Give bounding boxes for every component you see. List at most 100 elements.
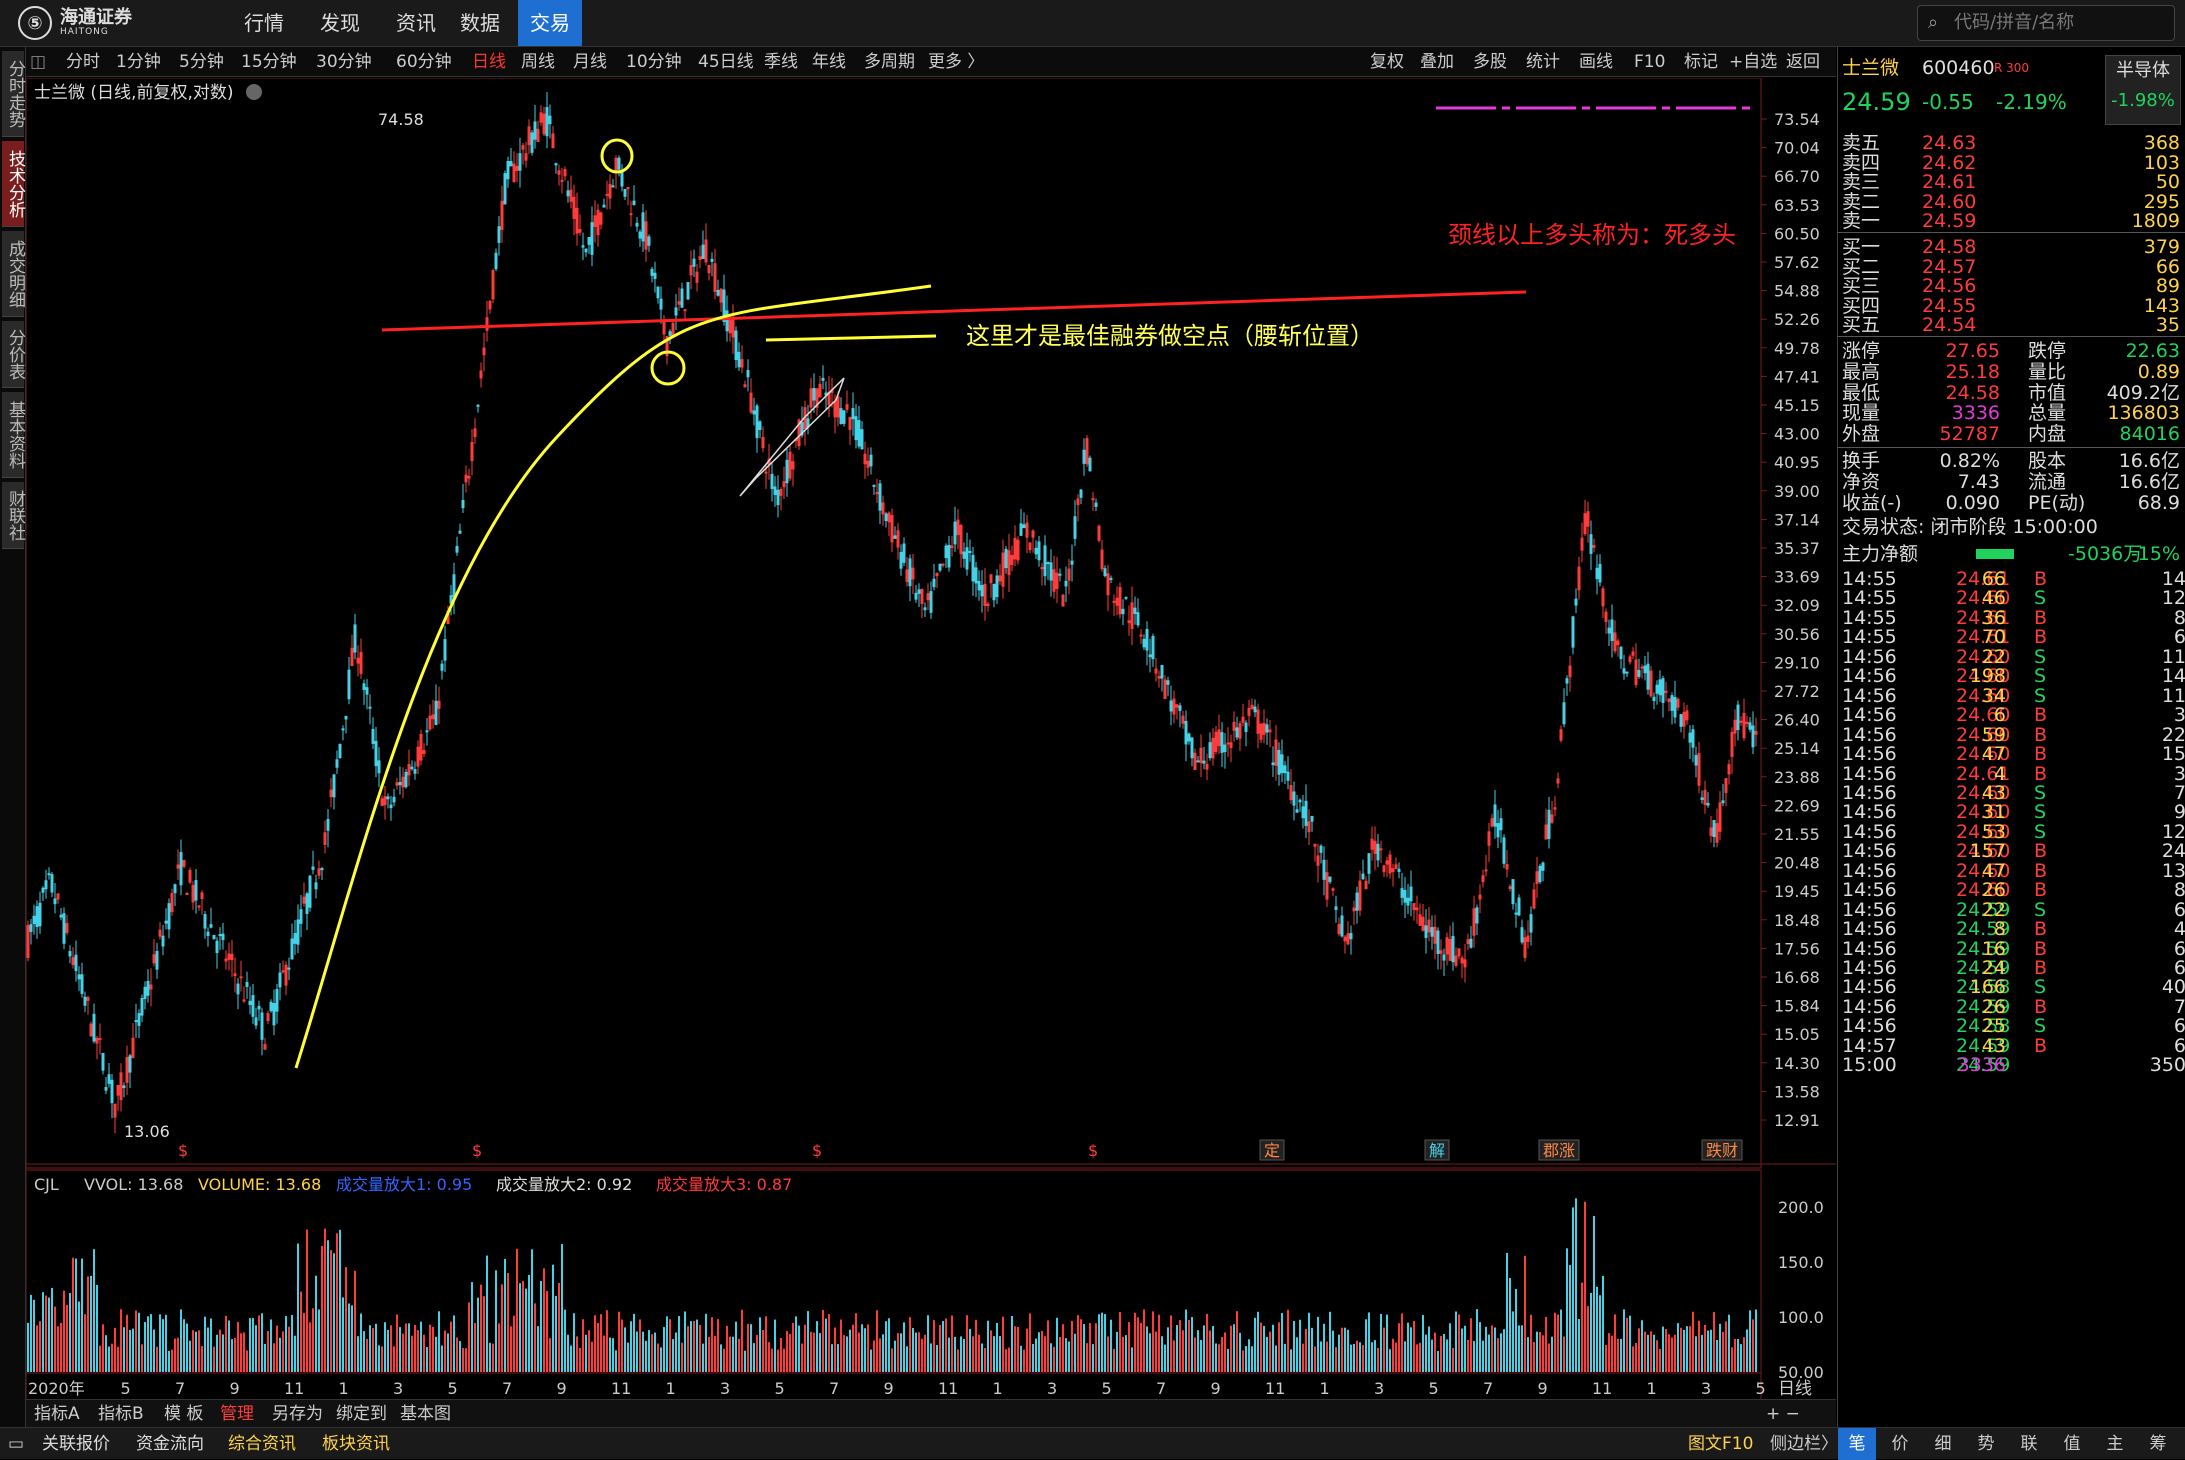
tool-4[interactable]: 画线 <box>1579 52 1613 72</box>
indicator-tab-1[interactable]: 指标B <box>98 1404 144 1424</box>
side-tab-1[interactable]: 技术分析 <box>2 141 25 227</box>
tool-5[interactable]: F10 <box>1634 52 1666 72</box>
candle-body <box>1103 568 1107 577</box>
side-tab-0[interactable]: 分时走势 <box>2 51 25 137</box>
period-10[interactable]: 45日线 <box>698 52 754 72</box>
period-1[interactable]: 1分钟 <box>116 52 161 72</box>
candle-body <box>929 591 933 613</box>
tool-6[interactable]: 标记 <box>1684 52 1718 72</box>
candle-body <box>350 647 354 667</box>
tool-1[interactable]: 叠加 <box>1420 52 1454 72</box>
candle-body <box>119 1072 123 1101</box>
tool-0[interactable]: 复权 <box>1370 52 1404 72</box>
period-13[interactable]: 多周期 <box>864 52 915 72</box>
candle-body <box>1511 879 1515 905</box>
candle-body <box>1451 935 1455 963</box>
ask-price: 24.63 <box>1922 132 1977 154</box>
quote-tab-5[interactable]: 值 <box>2063 1434 2081 1454</box>
quote-tab-7[interactable]: 筹 <box>2149 1434 2167 1454</box>
volume-bar <box>705 1313 707 1372</box>
period-3[interactable]: 15分钟 <box>241 52 297 72</box>
nav-3[interactable]: 数据 <box>460 11 500 35</box>
period-8[interactable]: 月线 <box>573 52 607 72</box>
period-2[interactable]: 5分钟 <box>179 52 224 72</box>
period-0[interactable]: 分时 <box>66 52 100 72</box>
broker-logo[interactable]: ⑤ 海通证券 HAITONG <box>18 6 132 40</box>
period-6[interactable]: 日线 <box>472 52 506 72</box>
candle-body <box>464 474 468 483</box>
volume-bar <box>246 1350 248 1372</box>
volume-bar <box>66 1305 68 1372</box>
quote-tab-4[interactable]: 联 <box>2020 1434 2038 1454</box>
candle-body <box>932 578 936 588</box>
quote-tab-3[interactable]: 势 <box>1977 1434 1995 1454</box>
quote-tab-6[interactable]: 主 <box>2106 1434 2124 1454</box>
candle-body <box>251 995 255 1017</box>
nav-0[interactable]: 行情 <box>244 11 284 35</box>
indicator-tab-5[interactable]: 绑定到 <box>336 1404 387 1424</box>
indicator-tab-6[interactable]: 基本图 <box>400 1404 451 1424</box>
tool-3[interactable]: 统计 <box>1526 52 1560 72</box>
indicator-tab-3[interactable]: 管理 <box>220 1404 254 1424</box>
indicator-tab-2[interactable]: 模 板 <box>164 1404 204 1424</box>
layout-icon[interactable]: ◫ <box>30 52 47 72</box>
side-tab-2[interactable]: 成交明细 <box>2 231 25 317</box>
volume-bar <box>900 1333 902 1372</box>
indicator-tab-4[interactable]: 另存为 <box>272 1404 323 1424</box>
quote-tab-1[interactable]: 价 <box>1891 1434 1909 1454</box>
period-7[interactable]: 周线 <box>521 52 555 72</box>
volume-bar <box>600 1314 602 1372</box>
zoom-controls[interactable]: + − <box>1766 1404 1800 1424</box>
candle-body <box>1226 742 1230 745</box>
volume-bar <box>906 1346 908 1372</box>
footer-link-0[interactable]: 关联报价 <box>42 1434 110 1454</box>
volume-bar <box>897 1333 899 1372</box>
volume-bar <box>546 1290 548 1372</box>
kline-chart[interactable]: 士兰微 (日线,前复权,对数)73.5470.0466.7063.5360.50… <box>26 78 1836 1460</box>
search-input[interactable]: ⌕ 代码/拼音/名称 <box>1917 5 2175 41</box>
side-tab-5[interactable]: 财联社 <box>2 482 25 549</box>
indicator-tab-0[interactable]: 指标A <box>34 1404 80 1424</box>
price-tick: 15.84 <box>1774 997 1820 1016</box>
footer-right-0[interactable]: 图文F10 <box>1688 1434 1754 1454</box>
period-12[interactable]: 年线 <box>812 52 846 72</box>
footer-link-1[interactable]: 资金流向 <box>136 1434 204 1454</box>
footer-link-2[interactable]: 综合资讯 <box>228 1434 296 1454</box>
tool-8[interactable]: 返回 <box>1786 52 1820 72</box>
candle-body <box>935 572 939 577</box>
candle-body <box>1322 859 1326 880</box>
sector-box[interactable]: 半导体 -1.98% <box>2105 55 2181 125</box>
volume-bar <box>924 1334 926 1372</box>
nav-4[interactable]: 交易 <box>518 0 582 46</box>
tick-row: 14:56 24.60 43 S 7 <box>1838 783 2185 803</box>
quote-tab-2[interactable]: 细 <box>1934 1434 1952 1454</box>
tick-price: 24.59 <box>1956 918 2011 941</box>
volume-bar <box>291 1314 293 1372</box>
candle-body <box>302 896 306 904</box>
candle-body <box>983 583 987 607</box>
tick-volume: 22 <box>1981 645 2006 668</box>
footer-link-3[interactable]: 板块资讯 <box>322 1434 390 1454</box>
panel-icon[interactable]: ▭ <box>8 1434 25 1454</box>
stat-label2: 内盘 <box>2028 423 2067 446</box>
candle-body <box>1352 907 1356 912</box>
nav-2[interactable]: 资讯 <box>396 11 436 35</box>
period-11[interactable]: 季线 <box>764 52 798 72</box>
tool-2[interactable]: 多股 <box>1473 52 1507 72</box>
candle-body <box>230 953 234 961</box>
tick-time: 14:56 <box>1842 762 1897 785</box>
volume-bar <box>1449 1323 1451 1372</box>
side-tab-3[interactable]: 分价表 <box>2 321 25 388</box>
period-9[interactable]: 10分钟 <box>626 52 682 72</box>
tool-7[interactable]: +自选 <box>1729 52 1778 72</box>
quote-tab-0[interactable]: 笔 <box>1838 1428 1876 1460</box>
period-4[interactable]: 30分钟 <box>316 52 372 72</box>
stat-value2: 22.63 <box>2125 340 2180 362</box>
volume-bar <box>63 1290 65 1372</box>
footer-right-1[interactable]: 侧边栏〉 <box>1770 1434 1838 1454</box>
period-14[interactable]: 更多 〉 <box>928 52 985 72</box>
nav-1[interactable]: 发现 <box>320 11 360 35</box>
side-tab-4[interactable]: 基本资料 <box>2 392 25 478</box>
volume-bar <box>156 1346 158 1372</box>
period-5[interactable]: 60分钟 <box>396 52 452 72</box>
